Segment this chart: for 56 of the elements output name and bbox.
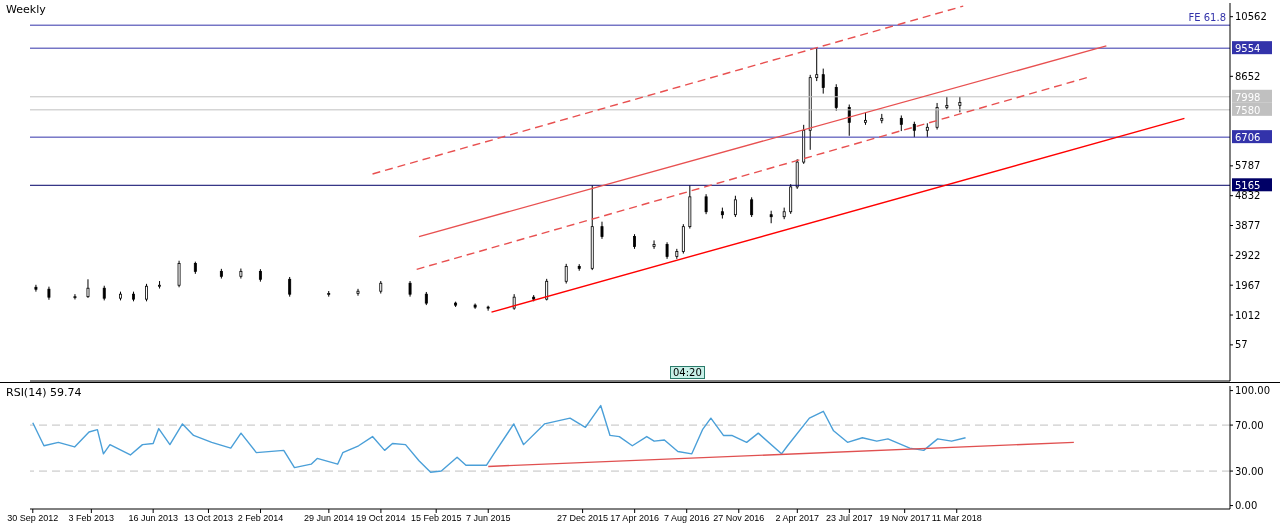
- x-tick-label: 27 Nov 2016: [713, 513, 765, 524]
- x-tick-label: 11 Mar 2018: [931, 513, 982, 524]
- line-series: [32, 404, 967, 473]
- ref-line-label: 6706: [1235, 132, 1261, 144]
- y-tick-label: 5787: [1235, 160, 1261, 172]
- candlestick: [177, 260, 181, 288]
- candlestick: [356, 288, 360, 297]
- candlestick: [288, 276, 292, 298]
- ref-line-label: FE 61.8: [1188, 12, 1226, 24]
- y-tick-label: 4832: [1235, 190, 1261, 202]
- y-tick-label: 8652: [1235, 70, 1261, 82]
- y-tick-label: 1012: [1235, 309, 1261, 321]
- ref-line-label: 7998: [1235, 91, 1261, 103]
- y-tick-label: 1967: [1235, 279, 1261, 291]
- y-tick-label: 30.00: [1235, 465, 1264, 477]
- y-tick-label: 2922: [1235, 249, 1261, 261]
- x-tick-label: 27 Dec 2015: [557, 513, 609, 524]
- candlestick: [935, 102, 939, 131]
- x-tick-label: 30 Sep 2012: [7, 513, 59, 524]
- y-tick-label: 0.00: [1235, 500, 1258, 512]
- candlestick: [733, 195, 737, 218]
- candlestick: [652, 239, 656, 250]
- x-tick-label: 16 Jun 2013: [128, 513, 178, 524]
- x-tick-label: 19 Oct 2014: [356, 513, 406, 524]
- candlestick: [750, 196, 754, 218]
- x-tick-label: 3 Feb 2013: [68, 513, 115, 524]
- chart-title: Weekly: [6, 3, 46, 16]
- candlestick: [564, 263, 568, 285]
- x-tick-label: 29 Jun 2014: [304, 513, 354, 524]
- candlestick: [86, 278, 90, 299]
- candlestick: [958, 96, 962, 113]
- ref-line-label: 5165: [1235, 180, 1261, 192]
- x-tick-label: 23 Jul 2017: [826, 513, 873, 524]
- ref-line-label: 7580: [1235, 104, 1261, 116]
- x-tick-label: 19 Nov 2017: [879, 513, 931, 524]
- x-tick-label: 15 Feb 2015: [410, 513, 462, 524]
- x-tick-label: 17 Apr 2016: [610, 513, 659, 524]
- candlestick: [704, 193, 708, 215]
- candlestick: [34, 284, 38, 293]
- candlestick: [821, 68, 825, 95]
- x-tick-label: 2 Feb 2014: [237, 513, 284, 524]
- candlestick: [815, 47, 819, 82]
- y-tick-label: 100.00: [1235, 385, 1270, 397]
- candlestick: [73, 293, 77, 300]
- annotation: 04:20: [670, 366, 705, 379]
- x-tick-label: 2 Apr 2017: [775, 513, 820, 524]
- y-tick-label: 70.00: [1235, 419, 1264, 431]
- x-tick-label: 13 Oct 2013: [183, 513, 233, 524]
- ref-line-label: 9554: [1235, 43, 1261, 55]
- x-tick-label: 7 Jun 2015: [465, 513, 511, 524]
- candlestick: [834, 83, 838, 112]
- y-tick-label: 57: [1235, 339, 1248, 351]
- x-tick-label: 7 Aug 2016: [663, 513, 710, 524]
- y-tick-label: 3877: [1235, 220, 1261, 232]
- y-tick-label: 10562: [1235, 11, 1267, 23]
- chart-title: RSI(14) 59.74: [6, 386, 82, 399]
